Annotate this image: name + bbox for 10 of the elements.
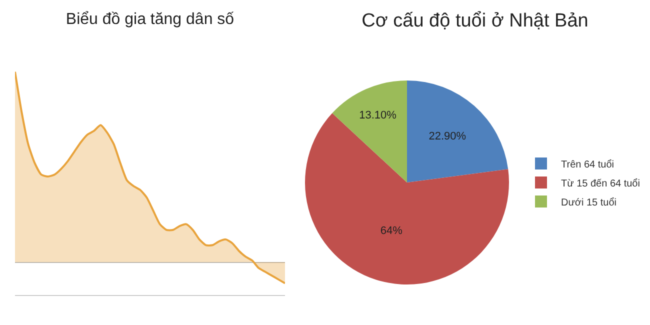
legend-label: Trên 64 tuổi xyxy=(561,158,614,170)
chart-title: Cơ cấu độ tuổi ở Nhật Bản xyxy=(362,10,588,32)
data-label: 64% xyxy=(380,225,403,238)
legend-label: Từ 15 đến 64 tuổi xyxy=(561,177,640,190)
chart-title: Biểu đồ gia tăng dân số xyxy=(66,11,234,28)
data-label: 22.90% xyxy=(428,130,466,142)
pie-slice xyxy=(332,80,407,182)
legend-label: Dưới 15 tuổi xyxy=(561,196,616,208)
data-label: 13.10% xyxy=(359,110,397,122)
pie-slice xyxy=(407,80,508,182)
